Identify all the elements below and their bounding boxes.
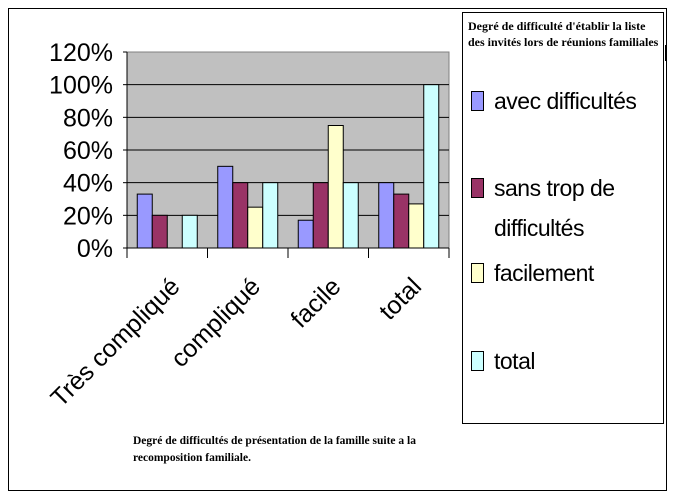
bar — [393, 193, 410, 249]
legend-swatch — [471, 351, 484, 371]
bar — [378, 182, 395, 249]
bar — [327, 125, 344, 249]
legend: Degré de difficulté d'établir la liste d… — [462, 12, 664, 424]
legend-swatch — [471, 263, 484, 283]
y-tick-label: 80% — [63, 104, 113, 132]
bar — [151, 214, 168, 249]
legend-label: facilement — [494, 260, 594, 286]
bar — [217, 165, 234, 249]
bar — [312, 182, 329, 249]
y-tick-label: 120% — [49, 39, 113, 67]
y-tick-label: 60% — [63, 137, 113, 165]
bar — [136, 193, 153, 249]
legend-label: total — [494, 348, 535, 374]
chart-caption: Degré de difficultés de présentation de … — [133, 435, 416, 464]
bar — [423, 84, 440, 249]
y-tick-label: 20% — [63, 202, 113, 230]
bar — [247, 206, 264, 249]
divider-mark — [665, 45, 667, 61]
chart-border — [8, 8, 667, 491]
legend-swatch — [471, 91, 484, 111]
bar — [232, 182, 249, 249]
bar — [342, 182, 359, 249]
bar — [262, 182, 279, 249]
legend-swatch — [471, 178, 484, 198]
legend-label: sans trop de difficultés — [494, 175, 615, 241]
legend-title: Degré de difficulté d'établir la liste d… — [468, 19, 659, 49]
bar — [181, 214, 198, 249]
y-tick-label: 40% — [63, 170, 113, 198]
x-tick-label: facile — [285, 272, 346, 333]
y-tick-label: 100% — [49, 72, 113, 100]
bar — [408, 203, 425, 249]
bar — [297, 219, 314, 249]
legend-label: avec difficultés — [494, 88, 637, 114]
y-tick-label: 0% — [77, 235, 113, 263]
x-tick-label: total — [374, 272, 427, 325]
x-tick-label: Très compliqué — [45, 272, 185, 412]
